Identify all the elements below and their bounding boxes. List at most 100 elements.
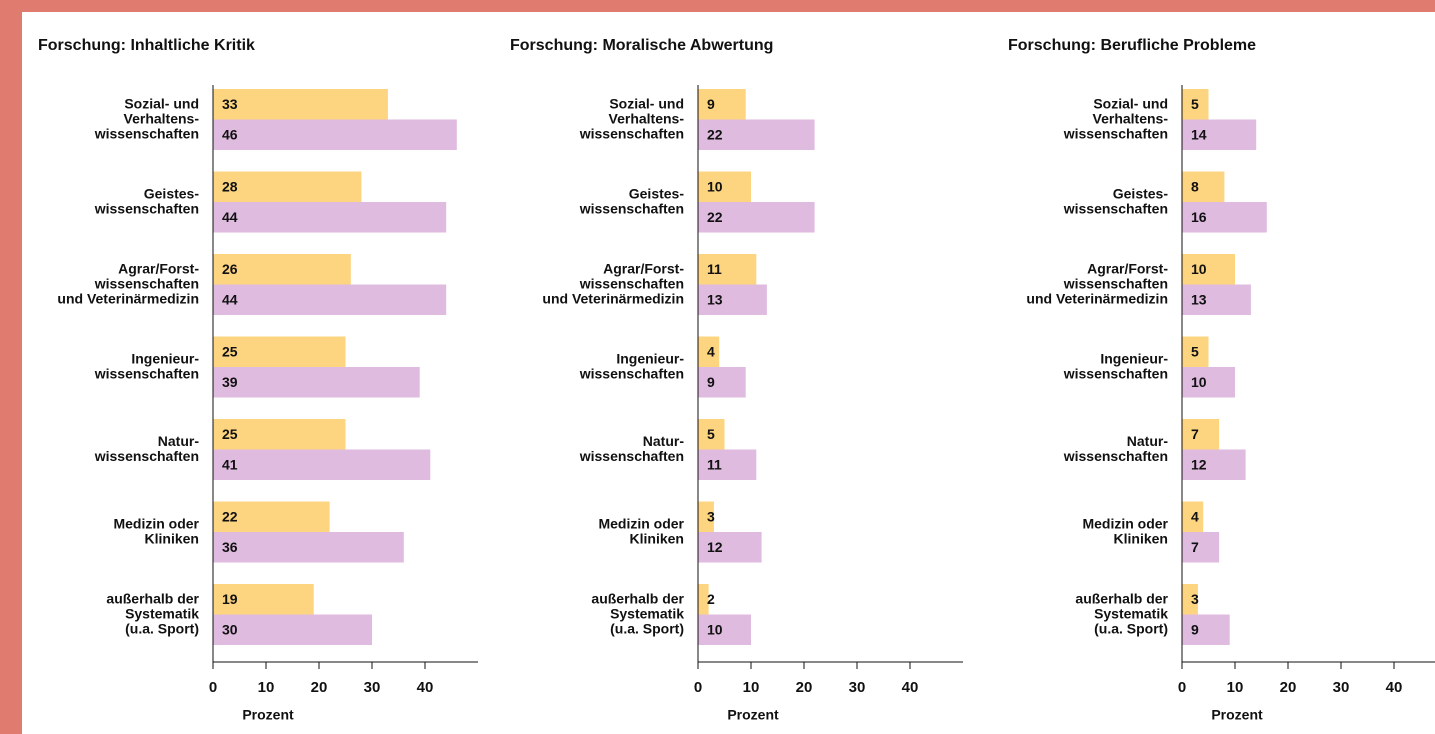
value-label: 44: [222, 209, 238, 225]
category-label: Medizin oder Kliniken: [598, 515, 684, 546]
category-label: außerhalb der Systematik (u.a. Sport): [1075, 590, 1168, 636]
category-label: Medizin oder Kliniken: [1082, 515, 1168, 546]
bar: [698, 89, 746, 120]
value-label: 11: [707, 456, 722, 472]
x-tick-label: 20: [1280, 679, 1297, 696]
bar: [1182, 119, 1257, 150]
bar: [213, 254, 351, 285]
category-label: Geistes-wissenschaften: [1063, 185, 1169, 216]
category-label: Agrar/Forst-wissenschaften und Veterinärm…: [542, 260, 684, 306]
x-tick-label: 0: [694, 679, 702, 696]
category-label: Ingenieur-wissenschaften: [94, 350, 200, 381]
category-label: Sozial- und Verhaltens-wissenschaften: [1063, 95, 1169, 141]
value-label: 5: [1191, 96, 1199, 112]
bar: [698, 202, 815, 233]
bar: [698, 284, 767, 315]
bar: [698, 367, 746, 398]
value-label: 10: [1191, 374, 1207, 390]
category-label: Geistes-wissenschaften: [94, 185, 200, 216]
bar: [213, 501, 330, 532]
value-label: 41: [222, 456, 238, 472]
value-label: 22: [707, 209, 723, 225]
value-label: 3: [707, 508, 715, 524]
value-label: 26: [222, 261, 238, 277]
x-tick-label: 40: [1386, 679, 1403, 696]
bar: [698, 254, 757, 285]
value-label: 13: [707, 291, 723, 307]
bar: [1182, 367, 1235, 398]
category-label: Geistes-wissenschaften: [579, 185, 685, 216]
bar: [698, 584, 709, 615]
category-label: Ingenieur-wissenschaften: [579, 350, 685, 381]
value-label: 7: [1191, 539, 1199, 555]
value-label: 4: [1191, 508, 1199, 524]
value-label: 22: [222, 508, 238, 524]
category-label: Ingenieur-wissenschaften: [1063, 350, 1169, 381]
bar: [1182, 254, 1235, 285]
category-label: Medizin oder Kliniken: [113, 515, 199, 546]
bar: [698, 449, 757, 480]
value-label: 5: [1191, 343, 1199, 359]
value-label: 10: [1191, 261, 1207, 277]
bar: [1182, 419, 1220, 450]
bar: [1182, 532, 1220, 563]
value-label: 33: [222, 96, 238, 112]
value-label: 12: [707, 539, 723, 555]
x-tick-label: 40: [902, 679, 919, 696]
bar: [213, 532, 404, 563]
x-tick-label: 10: [1227, 679, 1244, 696]
value-label: 10: [707, 621, 723, 637]
value-label: 25: [222, 426, 238, 442]
bar: [1182, 614, 1230, 645]
value-label: 22: [707, 126, 723, 142]
category-label: Agrar/Forst-wissenschaften und Veterinärm…: [57, 260, 199, 306]
value-label: 30: [222, 621, 238, 637]
bar: [213, 202, 447, 233]
x-tick-label: 40: [417, 679, 434, 696]
bar: [1182, 501, 1204, 532]
value-label: 36: [222, 539, 238, 555]
value-label: 10: [707, 178, 723, 194]
value-label: 8: [1191, 178, 1199, 194]
bar: [698, 532, 762, 563]
value-label: 19: [222, 591, 238, 607]
value-label: 16: [1191, 209, 1207, 225]
value-label: 12: [1191, 456, 1207, 472]
x-tick-label: 20: [796, 679, 813, 696]
category-label: außerhalb der Systematik (u.a. Sport): [591, 590, 684, 636]
category-label: Natur-wissenschaften: [579, 433, 685, 464]
value-label: 4: [707, 343, 715, 359]
x-tick-label: 0: [1178, 679, 1186, 696]
bar: [1182, 89, 1209, 120]
bar: [1182, 336, 1209, 367]
bar: [213, 419, 346, 450]
bar: [213, 336, 346, 367]
bar: [1182, 202, 1267, 233]
x-axis-label: Prozent: [1211, 707, 1263, 723]
bar: [1182, 284, 1251, 315]
x-axis-label: Prozent: [727, 707, 779, 723]
x-tick-label: 20: [311, 679, 328, 696]
category-label: Agrar/Forst-wissenschaften und Veterinärm…: [1026, 260, 1168, 306]
category-label: Natur-wissenschaften: [94, 433, 200, 464]
top-border: [0, 0, 1435, 12]
value-label: 9: [1191, 621, 1199, 637]
bar: [213, 449, 431, 480]
bar: [213, 89, 388, 120]
bar: [698, 171, 751, 202]
value-label: 13: [1191, 291, 1207, 307]
bar: [213, 119, 457, 150]
value-label: 44: [222, 291, 238, 307]
category-label: Sozial- und Verhaltens-wissenschaften: [94, 95, 200, 141]
value-label: 3: [1191, 591, 1199, 607]
x-axis-label: Prozent: [242, 707, 294, 723]
category-label: Natur-wissenschaften: [1063, 433, 1169, 464]
value-label: 14: [1191, 126, 1207, 142]
bar: [1182, 584, 1198, 615]
panel-title: Forschung: Inhaltliche Kritik: [38, 37, 255, 54]
value-label: 2: [707, 591, 715, 607]
x-tick-label: 30: [1333, 679, 1350, 696]
x-tick-label: 10: [258, 679, 275, 696]
panel-title: Forschung: Moralische Abwertung: [510, 37, 773, 54]
